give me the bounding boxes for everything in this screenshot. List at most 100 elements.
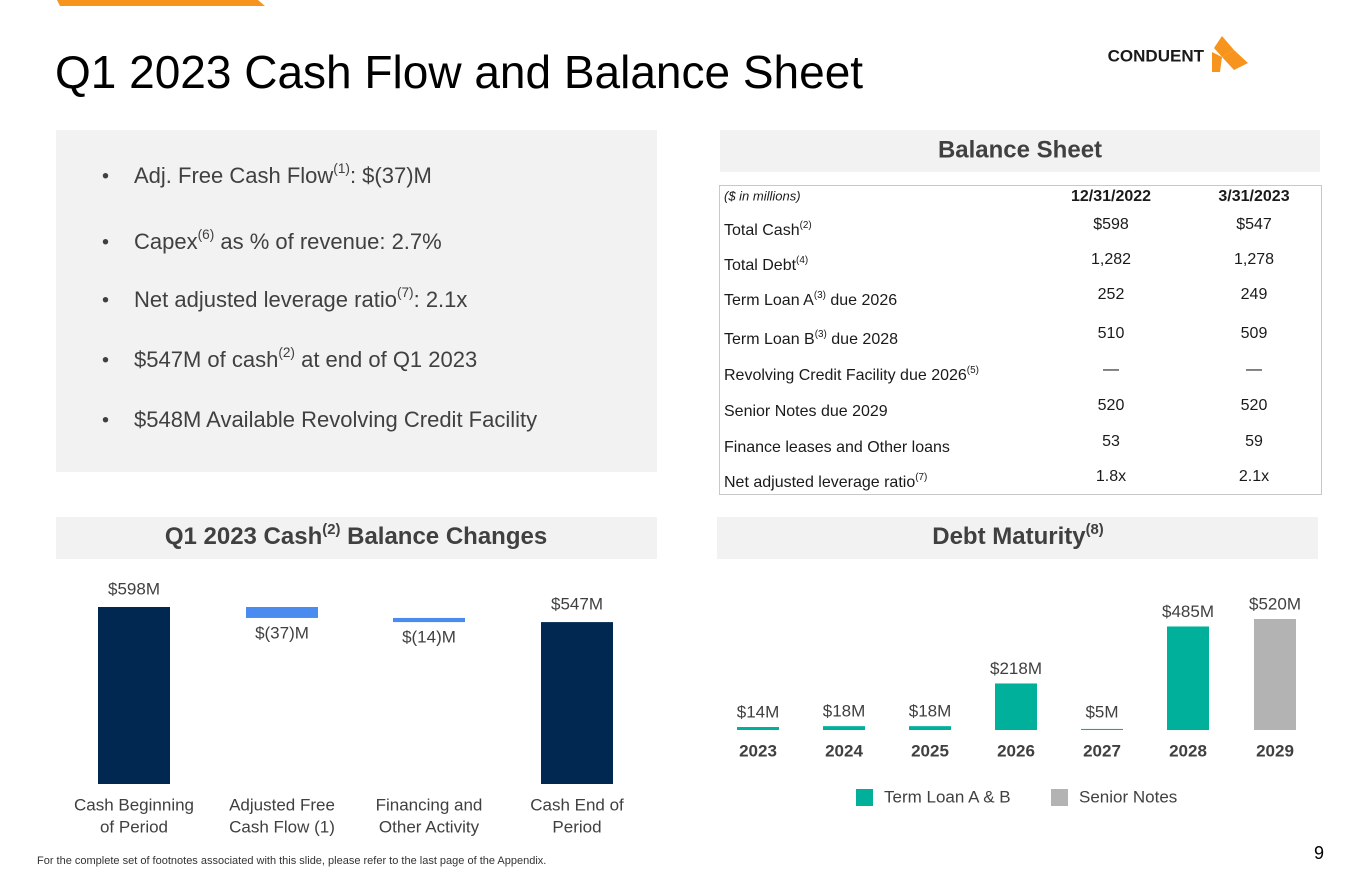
bar: [246, 607, 318, 618]
superscript: (5): [967, 365, 979, 376]
bar: [1081, 728, 1123, 730]
bar: [823, 726, 865, 730]
text-run: $547M of cash: [134, 347, 278, 372]
category-label: Period: [552, 817, 601, 836]
table-border: [719, 185, 1322, 495]
superscript: (4): [796, 255, 808, 266]
data-label: $18M: [909, 702, 952, 721]
text-run: due 2026: [826, 292, 897, 309]
x-tick-label: 2028: [1169, 741, 1207, 760]
data-label: $18M: [823, 702, 866, 721]
legend-swatch: [856, 789, 873, 806]
data-label: $218M: [990, 659, 1042, 678]
cell: 59: [1245, 433, 1263, 450]
data-label: $598M: [108, 579, 160, 598]
chart-title: Debt Maturity(8): [932, 522, 1104, 550]
x-tick-label: 2026: [997, 741, 1035, 760]
footnote: For the complete set of footnotes associ…: [37, 855, 546, 867]
bullet-dot: •: [102, 289, 109, 311]
row-label: Total Debt(4): [724, 255, 808, 274]
superscript: (3): [815, 329, 827, 340]
bar: [995, 683, 1037, 730]
logo-text: CONDUENT: [1108, 46, 1205, 65]
chart-header-panel: [56, 517, 657, 559]
logo-mark: [1212, 36, 1248, 72]
bar: [737, 727, 779, 730]
chart-header-panel: [717, 517, 1318, 559]
row-label: Net adjusted leverage ratio(7): [724, 472, 927, 491]
bar: [1167, 626, 1209, 730]
category-label: Cash Beginning: [74, 795, 194, 814]
row-label: Term Loan B(3) due 2028: [724, 329, 898, 348]
data-label: $14M: [737, 702, 780, 721]
text-run: Net adjusted leverage ratio: [134, 287, 397, 312]
category-label: Financing and: [376, 795, 483, 814]
bullets-panel: [56, 130, 657, 472]
superscript: (2): [800, 220, 812, 231]
bar: [909, 726, 951, 730]
superscript: (3): [814, 290, 826, 301]
cell: 1.8x: [1096, 468, 1126, 485]
row-label: Total Cash(2): [724, 220, 812, 239]
cell: 520: [1241, 397, 1268, 414]
bar: [393, 617, 465, 623]
superscript: (6): [198, 227, 215, 242]
text-run: at end of Q1 2023: [295, 347, 477, 372]
data-label: $(14)M: [402, 628, 456, 647]
text-run: Debt Maturity: [932, 523, 1086, 550]
data-label: $547M: [551, 595, 603, 614]
bar: [541, 622, 613, 784]
legend-label: Senior Notes: [1079, 787, 1177, 806]
cell: 249: [1241, 286, 1268, 303]
data-label: $520M: [1249, 594, 1301, 613]
cell: —: [1103, 361, 1119, 378]
category-label: of Period: [100, 817, 168, 836]
superscript: (7): [397, 285, 414, 300]
category-label: Adjusted Free: [229, 795, 335, 814]
cell: —: [1246, 361, 1262, 378]
superscript: (7): [915, 472, 927, 483]
text-run: Senior Notes due 2029: [724, 403, 888, 420]
bullet-dot: •: [102, 231, 109, 253]
text-run: due 2028: [827, 331, 898, 348]
cell: 520: [1098, 397, 1125, 414]
table-header: ($ in millions): [724, 188, 801, 203]
cell: 252: [1098, 286, 1125, 303]
bullet-dot: •: [102, 409, 109, 431]
legend-swatch: [1051, 789, 1068, 806]
text-run: : 2.1x: [414, 287, 468, 312]
row-label: Finance leases and Other loans: [724, 439, 950, 456]
table-header-panel: [720, 130, 1320, 172]
category-label: Cash Flow (1): [229, 817, 335, 836]
text-run: : $(37)M: [350, 163, 432, 188]
row-label: Revolving Credit Facility due 2026(5): [724, 365, 979, 384]
superscript: (8): [1086, 522, 1104, 538]
row-label: Term Loan A(3) due 2026: [724, 290, 897, 309]
cell: 509: [1241, 325, 1268, 342]
text-run: Term Loan A: [724, 292, 814, 309]
row-label: Senior Notes due 2029: [724, 403, 888, 420]
x-tick-label: 2025: [911, 741, 949, 760]
x-tick-label: 2024: [825, 741, 863, 760]
category-label: Other Activity: [379, 817, 480, 836]
bullet-text: Adj. Free Cash Flow(1): $(37)M: [134, 161, 432, 188]
superscript: (1): [333, 161, 350, 176]
text-run: Capex: [134, 229, 198, 254]
text-run: Revolving Credit Facility due 2026: [724, 367, 967, 384]
bullet-text: Net adjusted leverage ratio(7): 2.1x: [134, 285, 467, 312]
cell: 1,282: [1091, 251, 1131, 268]
cell: 53: [1102, 433, 1120, 450]
text-run: Adj. Free Cash Flow: [134, 163, 333, 188]
data-label: $485M: [1162, 602, 1214, 621]
table-header: 3/31/2023: [1218, 188, 1289, 205]
bullet-text: $548M Available Revolving Credit Facilit…: [134, 407, 537, 432]
text-run: Total Debt: [724, 257, 797, 274]
x-tick-label: 2029: [1256, 741, 1294, 760]
bar: [98, 607, 170, 784]
x-tick-label: 2027: [1083, 741, 1121, 760]
data-label: $5M: [1085, 702, 1118, 721]
text-run: Term Loan B: [724, 331, 815, 348]
legend-label: Term Loan A & B: [884, 787, 1011, 806]
cell: 510: [1098, 325, 1125, 342]
